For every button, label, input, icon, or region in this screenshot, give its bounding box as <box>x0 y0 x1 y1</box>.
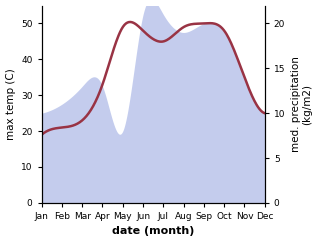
Y-axis label: med. precipitation
(kg/m2): med. precipitation (kg/m2) <box>291 56 313 152</box>
Y-axis label: max temp (C): max temp (C) <box>5 68 16 140</box>
X-axis label: date (month): date (month) <box>112 227 194 236</box>
